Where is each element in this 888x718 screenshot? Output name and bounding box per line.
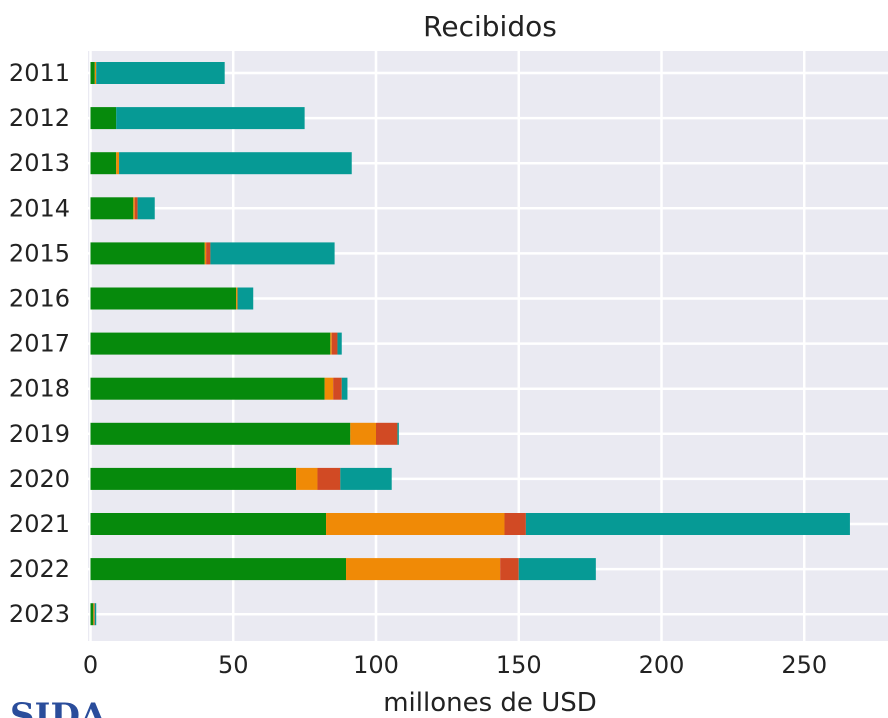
bar-segment-2019-series-4 (397, 422, 399, 445)
y-tick-label: 2017 (9, 330, 70, 358)
y-tick-label: 2013 (9, 149, 70, 177)
bar-segment-2018-series-3 (333, 377, 342, 400)
y-tick-label: 2014 (9, 194, 70, 222)
bar-segment-2018-series-2 (324, 377, 334, 400)
bar-segment-2022-series-2 (346, 558, 501, 581)
y-tick-label: 2015 (9, 239, 70, 267)
x-tick-label: 150 (496, 651, 542, 679)
x-tick-label: 0 (83, 651, 98, 679)
bar-segment-2023-series-4 (94, 603, 97, 626)
bar-segment-2012-series-4 (116, 107, 305, 130)
x-tick-label: 50 (218, 651, 249, 679)
y-tick-label: 2020 (9, 465, 70, 493)
sida-logo-text: SIDA (10, 696, 107, 718)
y-tick-label: 2019 (9, 420, 70, 448)
x-tick-label: 250 (781, 651, 827, 679)
bar-segment-2017-series-4 (337, 332, 342, 355)
bar-segment-2011-series-2 (94, 62, 97, 84)
bar-segment-2019-series-2 (350, 422, 376, 445)
chart-title: Recibidos (423, 10, 557, 43)
bar-segment-2019-series-1 (90, 422, 351, 445)
x-tick-label: 200 (639, 651, 685, 679)
bar-segment-2016-series-4 (237, 287, 254, 310)
bar-segment-2016-series-2 (236, 287, 238, 310)
bar-segment-2022-series-1 (90, 558, 347, 581)
y-tick-labels: 2011 2012 2013 2014 2015 2016 2017 2018 2019 2020… (9, 59, 70, 628)
bar-segment-2022-series-4 (518, 558, 596, 581)
bar-segment-2021-series-3 (504, 513, 526, 535)
bar-segment-2013-series-4 (119, 152, 352, 175)
bar-segment-2015-series-4 (210, 242, 335, 265)
bar-segment-2011-series-4 (96, 62, 225, 84)
bar-segment-2015-series-1 (90, 242, 205, 265)
bar-segment-2013-series-2 (116, 152, 120, 175)
bar-segment-2017-series-1 (90, 332, 331, 355)
bar-segment-2019-series-3 (376, 422, 398, 445)
bar-segment-2018-series-1 (90, 377, 325, 400)
bar-segment-2020-series-1 (90, 467, 297, 490)
y-tick-label: 2012 (9, 104, 70, 132)
bar-segment-2020-series-3 (317, 467, 341, 490)
bar-segment-2014-series-4 (137, 197, 155, 220)
bar-segment-2014-series-3 (134, 197, 138, 220)
y-tick-label: 2018 (9, 375, 70, 403)
bar-segment-2013-series-1 (90, 152, 117, 175)
y-tick-label: 2023 (9, 600, 70, 628)
x-tick-labels: 0 50 100 150 200 250 (83, 651, 827, 679)
bar-segment-2022-series-3 (500, 558, 519, 581)
bar-segment-2023-series-3 (94, 603, 95, 626)
bars (90, 62, 850, 626)
bar-segment-2020-series-2 (296, 467, 318, 490)
bar-segment-2023-series-2 (93, 603, 95, 626)
bar-segment-2017-series-2 (330, 332, 332, 355)
y-tick-label: 2016 (9, 285, 70, 313)
y-tick-label: 2011 (9, 59, 70, 87)
bar-segment-2012-series-1 (90, 107, 117, 130)
y-tick-label: 2022 (9, 555, 70, 583)
bar-segment-2014-series-2 (133, 197, 135, 220)
bar-segment-2021-series-2 (326, 513, 505, 535)
bar-segment-2014-series-1 (90, 197, 134, 220)
x-axis-label: millones de USD (383, 688, 597, 718)
bar-segment-2011-series-1 (90, 62, 95, 84)
bar-segment-2021-series-1 (90, 513, 327, 535)
bar-segment-2021-series-4 (525, 513, 850, 535)
bar-segment-2018-series-4 (341, 377, 348, 400)
bar-segment-2016-series-1 (90, 287, 237, 310)
bar-segment-2015-series-2 (204, 242, 207, 265)
x-tick-label: 100 (353, 651, 399, 679)
sida-logo: SIDA (10, 696, 107, 718)
bar-segment-2015-series-3 (206, 242, 211, 265)
bar-segment-2020-series-4 (340, 467, 392, 490)
bar-segment-2017-series-3 (331, 332, 338, 355)
bar-segment-2023-series-1 (90, 603, 94, 626)
y-tick-label: 2021 (9, 510, 70, 538)
